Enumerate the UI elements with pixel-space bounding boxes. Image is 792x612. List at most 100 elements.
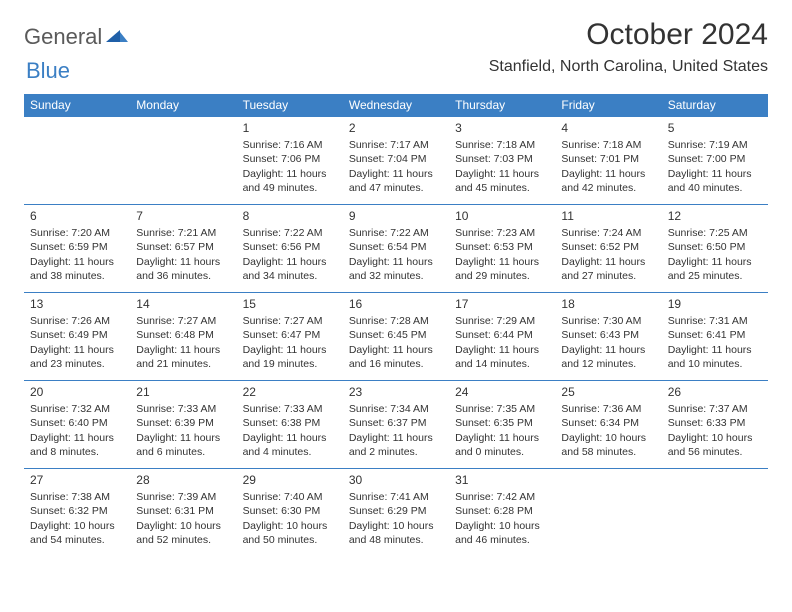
- calendar-cell: 24Sunrise: 7:35 AMSunset: 6:35 PMDayligh…: [449, 381, 555, 469]
- calendar-cell: 23Sunrise: 7:34 AMSunset: 6:37 PMDayligh…: [343, 381, 449, 469]
- day-number: 17: [455, 296, 549, 312]
- sunset-line: Sunset: 6:30 PM: [243, 504, 337, 518]
- sunset-line: Sunset: 7:04 PM: [349, 152, 443, 166]
- sunset-line: Sunset: 6:40 PM: [30, 416, 124, 430]
- sunset-line: Sunset: 6:41 PM: [668, 328, 762, 342]
- sunset-line: Sunset: 6:31 PM: [136, 504, 230, 518]
- day-header: Wednesday: [343, 94, 449, 117]
- day-header: Thursday: [449, 94, 555, 117]
- day-header: Tuesday: [237, 94, 343, 117]
- sunset-line: Sunset: 6:28 PM: [455, 504, 549, 518]
- sunrise-line: Sunrise: 7:24 AM: [561, 226, 655, 240]
- daylight-line: Daylight: 10 hours and 50 minutes.: [243, 519, 337, 547]
- logo: General: [24, 18, 130, 50]
- daylight-line: Daylight: 11 hours and 8 minutes.: [30, 431, 124, 459]
- calendar-cell-empty: [24, 117, 130, 205]
- daylight-line: Daylight: 11 hours and 19 minutes.: [243, 343, 337, 371]
- calendar-cell: 17 Sunrise: 7:29 AMSunset: 6:44 PMDayligh…: [449, 293, 555, 381]
- sunrise-line: Sunrise: 7:40 AM: [243, 490, 337, 504]
- days-of-week-row: SundayMondayTuesdayWednesdayThursdayFrid…: [24, 94, 768, 117]
- sunrise-line: Sunrise: 7:18 AM: [455, 138, 549, 152]
- sunrise-line: Sunrise: 7:33 AM: [243, 402, 337, 416]
- day-number: 19: [668, 296, 762, 312]
- daylight-line: Daylight: 11 hours and 6 minutes.: [136, 431, 230, 459]
- day-number: 23: [349, 384, 443, 400]
- calendar-cell: 1Sunrise: 7:16 AMSunset: 7:06 PMDaylight…: [237, 117, 343, 205]
- sunset-line: Sunset: 6:33 PM: [668, 416, 762, 430]
- location-text: Stanfield, North Carolina, United States: [489, 58, 768, 76]
- sunset-line: Sunset: 6:56 PM: [243, 240, 337, 254]
- day-number: 25: [561, 384, 655, 400]
- sunset-line: Sunset: 7:06 PM: [243, 152, 337, 166]
- day-number: 11: [561, 208, 655, 224]
- day-number: 14: [136, 296, 230, 312]
- sunset-line: Sunset: 6:35 PM: [455, 416, 549, 430]
- title-block: October 2024 Stanfield, North Carolina, …: [489, 18, 768, 76]
- daylight-line: Daylight: 11 hours and 23 minutes.: [30, 343, 124, 371]
- sunset-line: Sunset: 6:45 PM: [349, 328, 443, 342]
- daylight-line: Daylight: 11 hours and 0 minutes.: [455, 431, 549, 459]
- daylight-line: Daylight: 11 hours and 4 minutes.: [243, 431, 337, 459]
- daylight-line: Daylight: 11 hours and 34 minutes.: [243, 255, 337, 283]
- sunset-line: Sunset: 7:03 PM: [455, 152, 549, 166]
- sunset-line: Sunset: 6:53 PM: [455, 240, 549, 254]
- calendar-cell: 30Sunrise: 7:41 AMSunset: 6:29 PMDayligh…: [343, 469, 449, 557]
- calendar-cell: 2Sunrise: 7:17 AMSunset: 7:04 PMDaylight…: [343, 117, 449, 205]
- daylight-line: Daylight: 11 hours and 25 minutes.: [668, 255, 762, 283]
- day-number: 7: [136, 208, 230, 224]
- day-number: 15: [243, 296, 337, 312]
- sunset-line: Sunset: 6:50 PM: [668, 240, 762, 254]
- day-number: 9: [349, 208, 443, 224]
- sunset-line: Sunset: 6:37 PM: [349, 416, 443, 430]
- sunrise-line: Sunrise: 7:29 AM: [455, 314, 549, 328]
- sunrise-line: Sunrise: 7:19 AM: [668, 138, 762, 152]
- sunrise-line: Sunrise: 7:26 AM: [30, 314, 124, 328]
- sunset-line: Sunset: 7:00 PM: [668, 152, 762, 166]
- day-number: 29: [243, 472, 337, 488]
- sunset-line: Sunset: 6:32 PM: [30, 504, 124, 518]
- day-number: 12: [668, 208, 762, 224]
- sunset-line: Sunset: 6:57 PM: [136, 240, 230, 254]
- calendar-row: 13Sunrise: 7:26 AMSunset: 6:49 PMDayligh…: [24, 293, 768, 381]
- logo-mark-icon: [106, 26, 128, 49]
- daylight-line: Daylight: 11 hours and 40 minutes.: [668, 167, 762, 195]
- sunrise-line: Sunrise: 7:16 AM: [243, 138, 337, 152]
- sunset-line: Sunset: 6:38 PM: [243, 416, 337, 430]
- calendar-cell: 21Sunrise: 7:33 AMSunset: 6:39 PMDayligh…: [130, 381, 236, 469]
- day-number: 8: [243, 208, 337, 224]
- sunset-line: Sunset: 7:01 PM: [561, 152, 655, 166]
- sunrise-line: Sunrise: 7:39 AM: [136, 490, 230, 504]
- day-number: 10: [455, 208, 549, 224]
- day-number: 13: [30, 296, 124, 312]
- sunrise-line: Sunrise: 7:35 AM: [455, 402, 549, 416]
- day-number: 18: [561, 296, 655, 312]
- daylight-line: Daylight: 11 hours and 10 minutes.: [668, 343, 762, 371]
- calendar-cell: 22Sunrise: 7:33 AMSunset: 6:38 PMDayligh…: [237, 381, 343, 469]
- sunrise-line: Sunrise: 7:32 AM: [30, 402, 124, 416]
- sunset-line: Sunset: 6:44 PM: [455, 328, 549, 342]
- daylight-line: Daylight: 11 hours and 49 minutes.: [243, 167, 337, 195]
- calendar-cell: 10 Sunrise: 7:23 AMSunset: 6:53 PMDayligh…: [449, 205, 555, 293]
- daylight-line: Daylight: 11 hours and 16 minutes.: [349, 343, 443, 371]
- sunset-line: Sunset: 6:52 PM: [561, 240, 655, 254]
- daylight-line: Daylight: 11 hours and 38 minutes.: [30, 255, 124, 283]
- day-header: Sunday: [24, 94, 130, 117]
- sunrise-line: Sunrise: 7:41 AM: [349, 490, 443, 504]
- sunset-line: Sunset: 6:29 PM: [349, 504, 443, 518]
- sunset-line: Sunset: 6:43 PM: [561, 328, 655, 342]
- calendar-cell: 28Sunrise: 7:39 AMSunset: 6:31 PMDayligh…: [130, 469, 236, 557]
- calendar-cell-empty: [130, 117, 236, 205]
- sunrise-line: Sunrise: 7:28 AM: [349, 314, 443, 328]
- day-header: Friday: [555, 94, 661, 117]
- daylight-line: Daylight: 11 hours and 14 minutes.: [455, 343, 549, 371]
- calendar-cell: 15Sunrise: 7:27 AMSunset: 6:47 PMDayligh…: [237, 293, 343, 381]
- daylight-line: Daylight: 11 hours and 27 minutes.: [561, 255, 655, 283]
- day-number: 31: [455, 472, 549, 488]
- sunrise-line: Sunrise: 7:17 AM: [349, 138, 443, 152]
- sunrise-line: Sunrise: 7:27 AM: [243, 314, 337, 328]
- calendar-cell: 6Sunrise: 7:20 AMSunset: 6:59 PMDaylight…: [24, 205, 130, 293]
- sunrise-line: Sunrise: 7:36 AM: [561, 402, 655, 416]
- daylight-line: Daylight: 11 hours and 29 minutes.: [455, 255, 549, 283]
- month-title: October 2024: [489, 18, 768, 52]
- sunrise-line: Sunrise: 7:23 AM: [455, 226, 549, 240]
